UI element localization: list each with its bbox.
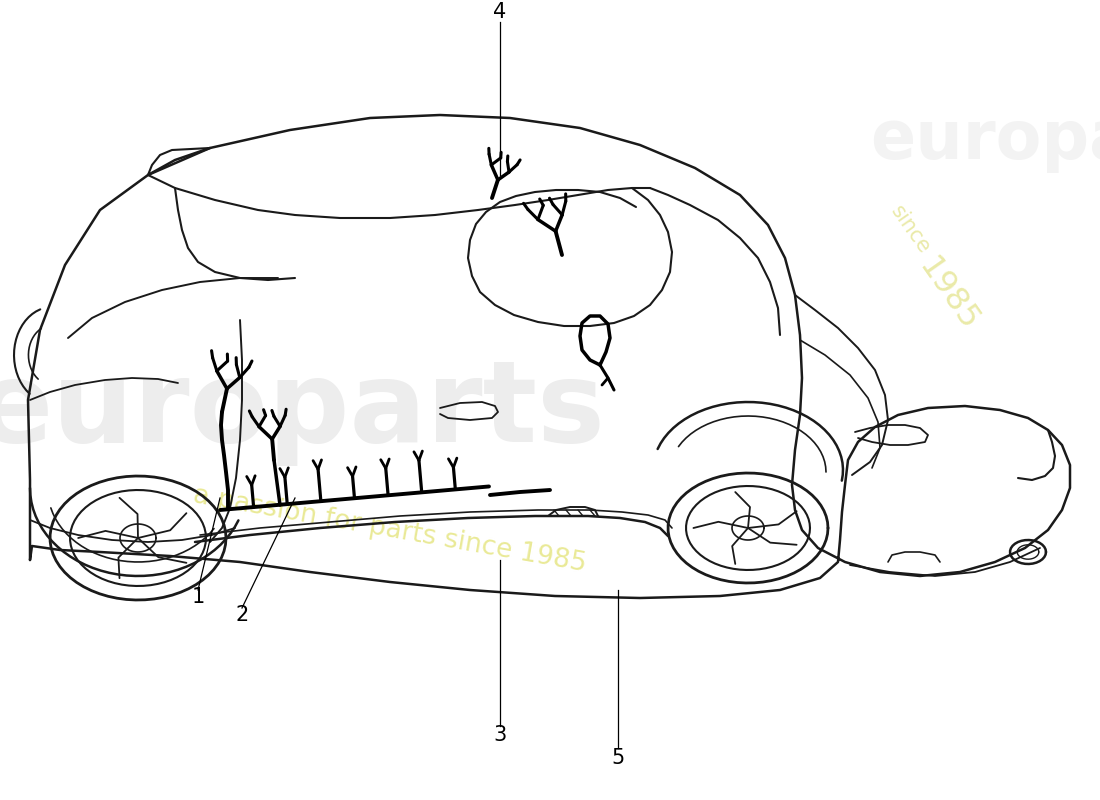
Text: 2: 2	[235, 605, 249, 625]
Text: 1985: 1985	[912, 253, 984, 338]
Text: a passion for parts since 1985: a passion for parts since 1985	[191, 482, 588, 578]
Text: europarts: europarts	[0, 354, 605, 466]
Text: 4: 4	[494, 2, 507, 22]
Text: 5: 5	[612, 748, 625, 768]
Text: 1: 1	[191, 587, 205, 607]
Text: europarts: europarts	[870, 107, 1100, 173]
Text: since: since	[887, 202, 934, 258]
Text: 3: 3	[494, 725, 507, 745]
